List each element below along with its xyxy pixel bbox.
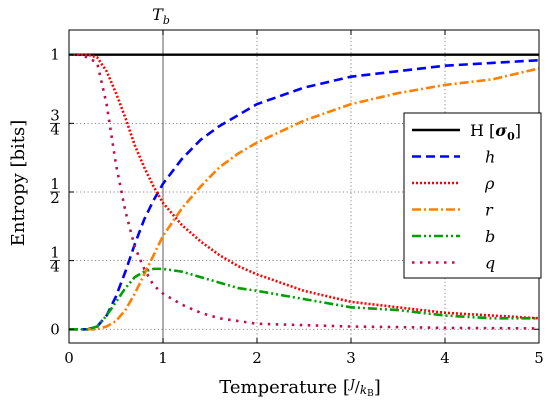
y-tick-label-1-den: 4 — [50, 258, 60, 276]
series-line-4 — [69, 267, 539, 331]
legend-label-1: h — [485, 148, 495, 167]
y-tick-label-1: 14 — [50, 244, 60, 276]
x-tick-label-5: 5 — [534, 349, 544, 367]
y-tick-label-3-den: 4 — [50, 120, 60, 138]
legend-label-0-close: ] — [515, 121, 521, 140]
tb-annotation-sub: b — [163, 14, 170, 27]
x-axis-unit-slash: / — [355, 378, 361, 396]
legend-label-0-sym: σ — [495, 121, 507, 140]
y-tick-label-1-num: 1 — [50, 244, 60, 262]
legend-box — [403, 112, 542, 279]
legend-label-0: H [σ0] — [470, 121, 521, 143]
y-tick-label-2-num: 1 — [50, 175, 60, 193]
series-line-2 — [69, 53, 540, 320]
y-tick-label-2-den: 2 — [50, 189, 60, 207]
x-axis-label: Temperature [J/kB] — [219, 377, 381, 399]
x-tick-label-2: 2 — [252, 349, 262, 367]
x-tick-label-4: 4 — [440, 349, 450, 367]
x-tick-label-0: 0 — [64, 349, 74, 367]
legend-label-2: ρ — [484, 174, 495, 193]
series-layer — [69, 53, 540, 331]
x-axis-unit-den-k: k — [360, 383, 367, 397]
y-tick-label-4: 1 — [50, 46, 60, 64]
x-axis-label-main: Temperature — [219, 377, 337, 398]
x-tick-label-1: 1 — [158, 349, 168, 367]
tb-annotation-main: T — [152, 5, 164, 24]
legend-label-5: q — [485, 254, 495, 273]
x-axis-unit-num: J — [347, 377, 356, 391]
y-tick-label-2: 12 — [50, 175, 60, 207]
y-axis-label: Entropy [bits] — [8, 120, 29, 247]
y-tick-label-0: 0 — [50, 320, 60, 338]
tb-annotation: Tb — [152, 5, 170, 27]
y-tick-label-3-num: 3 — [50, 106, 60, 124]
y-tick-label-3: 34 — [50, 106, 60, 138]
legend-label-0-sub: 0 — [507, 130, 515, 143]
x-axis-unit-den-b: B — [367, 389, 374, 399]
legend-label-3: r — [485, 201, 494, 220]
legend-label-4: b — [485, 227, 495, 246]
x-axis-unit-open: [ — [343, 377, 350, 398]
x-tick-label-3: 3 — [346, 349, 356, 367]
x-axis-unit-close: ] — [374, 377, 381, 398]
legend-label-0-main: H — [470, 121, 489, 140]
legend-label-0-open: [ — [489, 121, 495, 140]
